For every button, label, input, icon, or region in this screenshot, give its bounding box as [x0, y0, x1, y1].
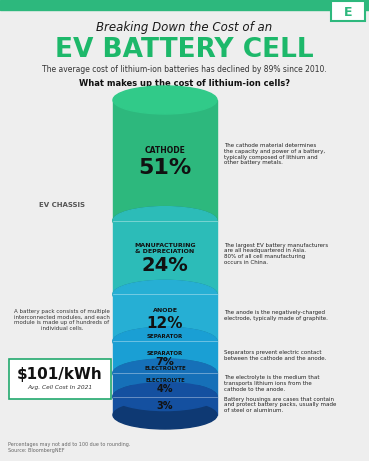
FancyBboxPatch shape [9, 359, 111, 399]
Text: 3%: 3% [157, 401, 173, 411]
Text: CATHODE: CATHODE [145, 146, 186, 155]
Text: 51%: 51% [138, 158, 192, 178]
Ellipse shape [113, 327, 217, 355]
Text: Battery housings are cases that contain
and protect battery packs, usually made
: Battery housings are cases that contain … [224, 396, 337, 413]
FancyBboxPatch shape [331, 1, 365, 21]
Text: E: E [344, 6, 352, 19]
Text: Separators prevent electric contact
between the cathode and the anode.: Separators prevent electric contact betw… [224, 350, 326, 361]
Bar [113, 295, 217, 341]
Bar [113, 373, 217, 396]
Text: 12%: 12% [147, 316, 183, 331]
Bar [113, 341, 217, 373]
Text: The cathode material determines
the capacity and power of a battery,
typically c: The cathode material determines the capa… [224, 143, 325, 165]
Text: $101/kWh: $101/kWh [17, 366, 103, 382]
Text: 4%: 4% [157, 384, 173, 394]
Ellipse shape [113, 383, 217, 411]
Ellipse shape [113, 207, 217, 235]
Ellipse shape [113, 86, 217, 114]
Ellipse shape [113, 383, 217, 411]
Text: What makes up the cost of lithium-ion cells?: What makes up the cost of lithium-ion ce… [79, 79, 290, 89]
Text: Avg. Cell Cost In 2021: Avg. Cell Cost In 2021 [27, 384, 93, 390]
Ellipse shape [113, 327, 217, 355]
Text: Breaking Down the Cost of an: Breaking Down the Cost of an [96, 22, 273, 35]
Bar [113, 221, 217, 295]
Ellipse shape [113, 207, 217, 235]
Text: MANUFACTURING
& DEPRECIATION: MANUFACTURING & DEPRECIATION [134, 243, 196, 254]
Ellipse shape [113, 359, 217, 387]
Text: EV BATTERY CELL: EV BATTERY CELL [55, 37, 314, 63]
Text: A battery pack consists of multiple
interconnected modules, and each
module is m: A battery pack consists of multiple inte… [14, 309, 110, 331]
Bar [113, 396, 217, 415]
Text: The average cost of lithium-ion batteries has declined by 89% since 2010.: The average cost of lithium-ion batterie… [42, 65, 327, 75]
Bar [0, 0, 369, 10]
Text: EV CHASSIS: EV CHASSIS [39, 202, 85, 208]
Ellipse shape [113, 359, 217, 387]
Text: ELECTROLYTE: ELECTROLYTE [144, 366, 186, 371]
Text: 24%: 24% [142, 256, 189, 275]
Text: The largest EV battery manufacturers
are all headquartered in Asia.
80% of all c: The largest EV battery manufacturers are… [224, 242, 328, 265]
Text: SEPARATOR: SEPARATOR [147, 334, 183, 339]
Text: The anode is the negatively-charged
electrode, typically made of graphite.: The anode is the negatively-charged elec… [224, 310, 328, 321]
Bar [113, 100, 217, 221]
Text: SEPARATOR: SEPARATOR [147, 351, 183, 356]
Ellipse shape [113, 280, 217, 308]
Text: ELECTROLYTE: ELECTROLYTE [145, 378, 185, 384]
Text: 7%: 7% [156, 357, 175, 367]
Text: Percentages may not add to 100 due to rounding.
Source: BloombergNEF: Percentages may not add to 100 due to ro… [8, 442, 130, 453]
Ellipse shape [113, 401, 217, 429]
Text: ANODE: ANODE [152, 308, 177, 313]
Text: The electrolyte is the medium that
transports lithium ions from the
cathode to t: The electrolyte is the medium that trans… [224, 375, 320, 392]
Ellipse shape [113, 280, 217, 308]
